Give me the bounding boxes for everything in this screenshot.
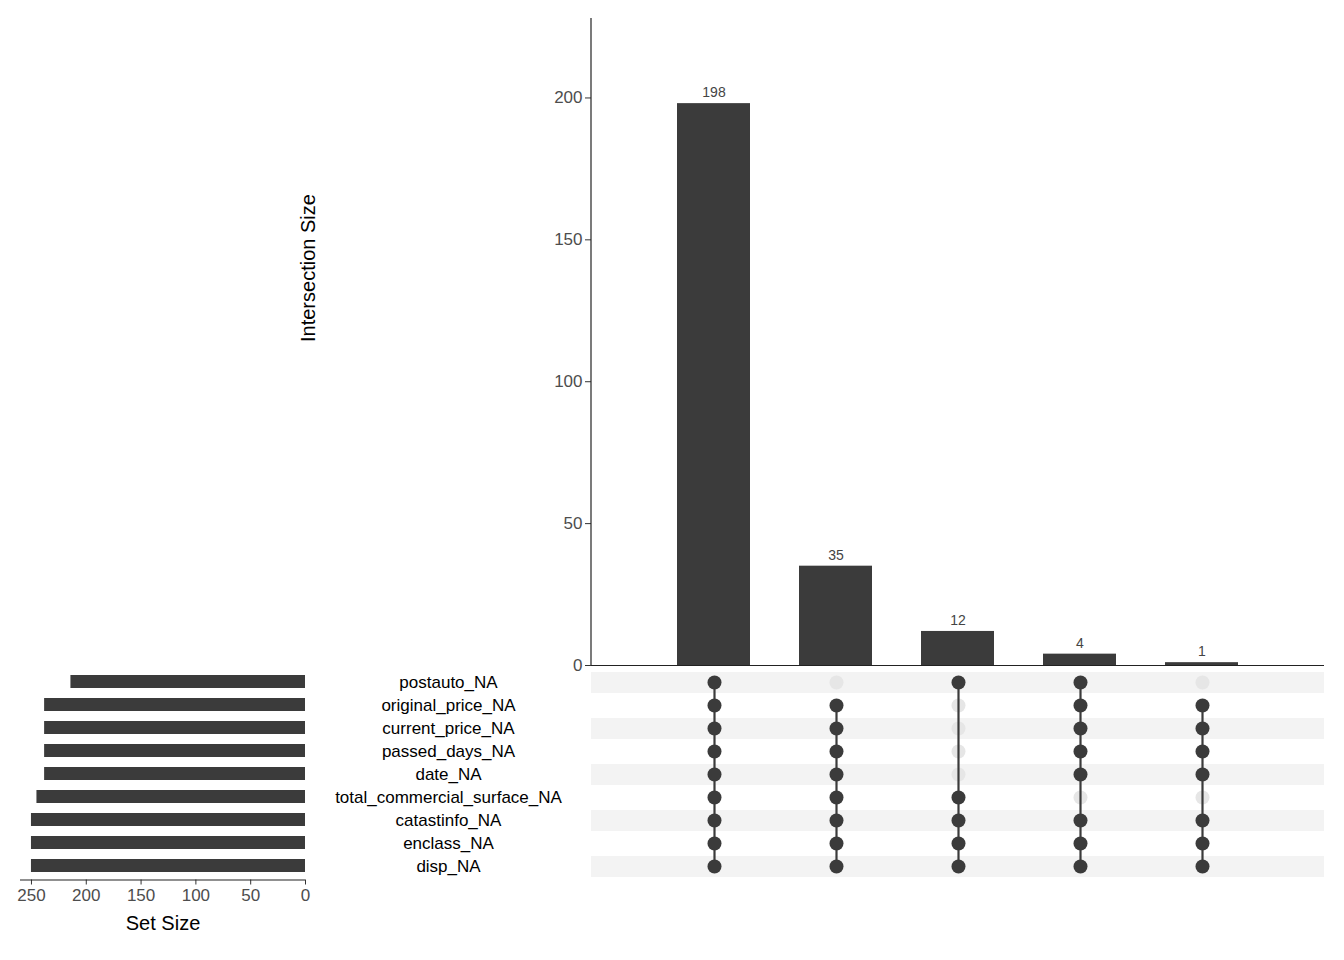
- svg-text:200: 200: [72, 886, 100, 905]
- svg-text:date_NA: date_NA: [415, 765, 482, 784]
- svg-text:100: 100: [554, 372, 582, 391]
- svg-text:150: 150: [127, 886, 155, 905]
- svg-text:0: 0: [301, 886, 310, 905]
- svg-text:enclass_NA: enclass_NA: [403, 834, 494, 853]
- svg-text:50: 50: [241, 886, 260, 905]
- svg-text:150: 150: [554, 230, 582, 249]
- svg-text:current_price_NA: current_price_NA: [382, 719, 515, 738]
- svg-text:250: 250: [17, 886, 45, 905]
- svg-text:catastinfo_NA: catastinfo_NA: [396, 811, 502, 830]
- svg-text:50: 50: [564, 514, 583, 533]
- svg-text:35: 35: [828, 547, 844, 563]
- svg-text:12: 12: [950, 612, 966, 628]
- svg-text:4: 4: [1076, 635, 1084, 651]
- svg-text:postauto_NA: postauto_NA: [399, 673, 498, 692]
- svg-text:1: 1: [1198, 643, 1206, 659]
- svg-text:Set Size: Set Size: [126, 912, 200, 934]
- svg-text:disp_NA: disp_NA: [416, 857, 481, 876]
- svg-text:100: 100: [182, 886, 210, 905]
- svg-text:198: 198: [702, 84, 726, 100]
- svg-text:Intersection Size: Intersection Size: [297, 194, 319, 342]
- svg-text:passed_days_NA: passed_days_NA: [382, 742, 516, 761]
- svg-text:200: 200: [554, 88, 582, 107]
- svg-text:total_commercial_surface_NA: total_commercial_surface_NA: [335, 788, 562, 807]
- svg-text:0: 0: [573, 656, 582, 675]
- svg-text:original_price_NA: original_price_NA: [381, 696, 516, 715]
